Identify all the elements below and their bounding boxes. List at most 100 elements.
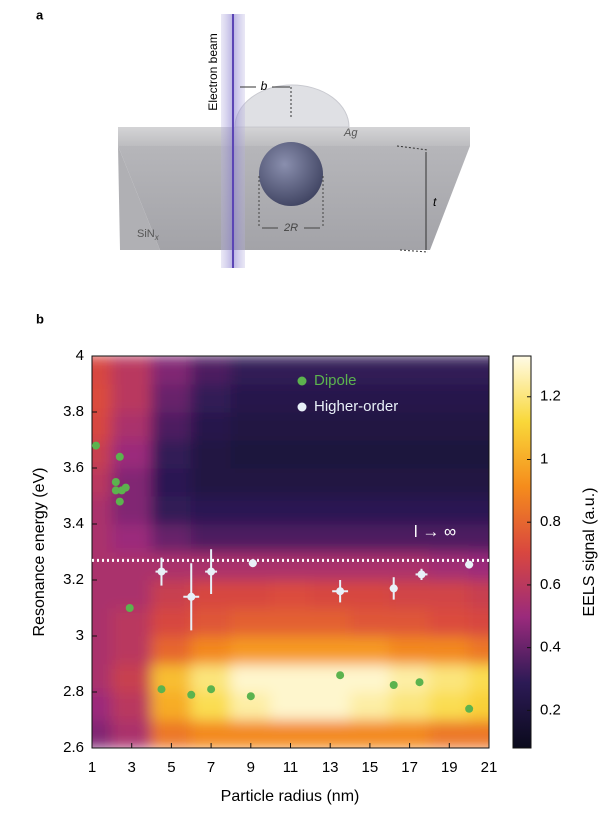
heatmap-cell bbox=[389, 383, 430, 413]
heatmap-cell bbox=[349, 523, 391, 553]
point bbox=[91, 441, 100, 450]
heatmap-cell bbox=[468, 411, 489, 441]
heatmap-cell bbox=[349, 356, 391, 385]
x-tick-label: 13 bbox=[322, 759, 339, 776]
colorbar-tick-label: 0.6 bbox=[540, 576, 561, 593]
heatmap-cell bbox=[230, 607, 272, 637]
heatmap-cell bbox=[309, 551, 351, 581]
heatmap-cell bbox=[270, 663, 311, 693]
heatmap-cell bbox=[190, 635, 232, 665]
heatmap-cell bbox=[190, 607, 232, 637]
point bbox=[111, 478, 120, 486]
y-tick-label: 3.2 bbox=[63, 571, 84, 588]
heatmap-cell bbox=[309, 467, 351, 497]
heatmap-cell bbox=[309, 691, 351, 721]
heatmap-cell bbox=[151, 467, 192, 497]
heatmap-cell bbox=[270, 467, 311, 497]
heatmap-cell bbox=[468, 719, 489, 748]
y-tick-label: 2.6 bbox=[63, 739, 84, 756]
point bbox=[187, 690, 196, 699]
heatmap-cell bbox=[389, 439, 430, 469]
heatmap-cell bbox=[230, 411, 272, 441]
heatmap-cell bbox=[151, 356, 192, 385]
heatmap-cell bbox=[270, 411, 311, 441]
heatmap-cell bbox=[270, 551, 311, 581]
heatmap-cell bbox=[111, 523, 153, 553]
substrate-side bbox=[118, 146, 160, 250]
heatmap-cell bbox=[151, 579, 192, 609]
heatmap-cell bbox=[230, 663, 272, 693]
point bbox=[111, 486, 120, 495]
heatmap-cell bbox=[92, 635, 113, 665]
point bbox=[417, 570, 426, 579]
heatmap-cell bbox=[428, 663, 470, 693]
heatmap-cell bbox=[389, 356, 430, 385]
heatmap-cell bbox=[190, 439, 232, 469]
heatmap-cell bbox=[468, 467, 489, 497]
heatmap-cell bbox=[151, 411, 192, 441]
heatmap-cell bbox=[389, 467, 430, 497]
heatmap-cell bbox=[428, 411, 470, 441]
heatmap-cell bbox=[92, 523, 113, 553]
colorbar-label: EELS signal (a.u.) bbox=[581, 488, 598, 617]
heatmap-cell bbox=[468, 663, 489, 693]
heatmap-cell bbox=[151, 663, 192, 693]
heatmap-cell bbox=[230, 635, 272, 665]
heatmap-cell bbox=[190, 495, 232, 525]
x-tick-label: 7 bbox=[207, 759, 215, 776]
heatmap-cell bbox=[111, 411, 153, 441]
heatmap-cell bbox=[349, 467, 391, 497]
heatmap-cell bbox=[468, 635, 489, 665]
heatmap bbox=[92, 356, 489, 748]
heatmap-cell bbox=[151, 495, 192, 525]
point bbox=[157, 567, 166, 576]
heatmap-cell bbox=[468, 383, 489, 413]
point bbox=[121, 483, 130, 492]
x-tick-label: 19 bbox=[441, 759, 458, 776]
y-tick-label: 3 bbox=[76, 627, 84, 644]
x-tick-label: 5 bbox=[167, 759, 175, 776]
point bbox=[207, 685, 216, 694]
heatmap-cell bbox=[151, 635, 192, 665]
heatmap-cell bbox=[111, 635, 153, 665]
x-axis-label: Particle radius (nm) bbox=[221, 788, 360, 805]
heatmap-cells bbox=[92, 356, 489, 748]
heatmap-cell bbox=[111, 663, 153, 693]
legend-marker bbox=[297, 376, 307, 386]
diagram: a Electron beam b Ag t 2R SiNx bbox=[36, 7, 470, 268]
heatmap-cell bbox=[389, 635, 430, 665]
heatmap-cell bbox=[309, 523, 351, 553]
heatmap-cell bbox=[92, 663, 113, 693]
point bbox=[389, 584, 398, 593]
heatmap-cell bbox=[468, 607, 489, 637]
chart-layer: 1 3 5 7 9 11 13 15 17 19 212.62.833.23.43.63.84l →… bbox=[63, 347, 561, 776]
colorbar-tick-label: 0.4 bbox=[540, 639, 561, 656]
legend-marker bbox=[297, 402, 307, 412]
heatmap-cell bbox=[270, 635, 311, 665]
heatmap-cell bbox=[428, 607, 470, 637]
heatmap-cell bbox=[428, 495, 470, 525]
point bbox=[115, 497, 124, 506]
heatmap-cell bbox=[230, 495, 272, 525]
beam-label: Electron beam bbox=[206, 33, 220, 110]
diameter-label: 2R bbox=[283, 222, 298, 234]
particle-label: Ag bbox=[343, 127, 358, 139]
x-tick-label: 21 bbox=[481, 759, 498, 776]
x-tick-label: 11 bbox=[283, 759, 299, 776]
heatmap-cell bbox=[230, 523, 272, 553]
substrate-name: SiN bbox=[137, 228, 155, 240]
heatmap-cell bbox=[270, 495, 311, 525]
heatmap-cell bbox=[190, 411, 232, 441]
heatmap-cell bbox=[428, 356, 470, 385]
heatmap-cell bbox=[468, 495, 489, 525]
thickness-label: t bbox=[433, 195, 437, 209]
point bbox=[336, 671, 345, 680]
heatmap-cell bbox=[151, 383, 192, 413]
heatmap-cell bbox=[230, 579, 272, 609]
point bbox=[415, 678, 424, 687]
point bbox=[248, 559, 257, 568]
heatmap-cell bbox=[270, 523, 311, 553]
heatmap-cell bbox=[309, 411, 351, 441]
heatmap-cell bbox=[428, 579, 470, 609]
panel-label: a bbox=[36, 7, 44, 22]
